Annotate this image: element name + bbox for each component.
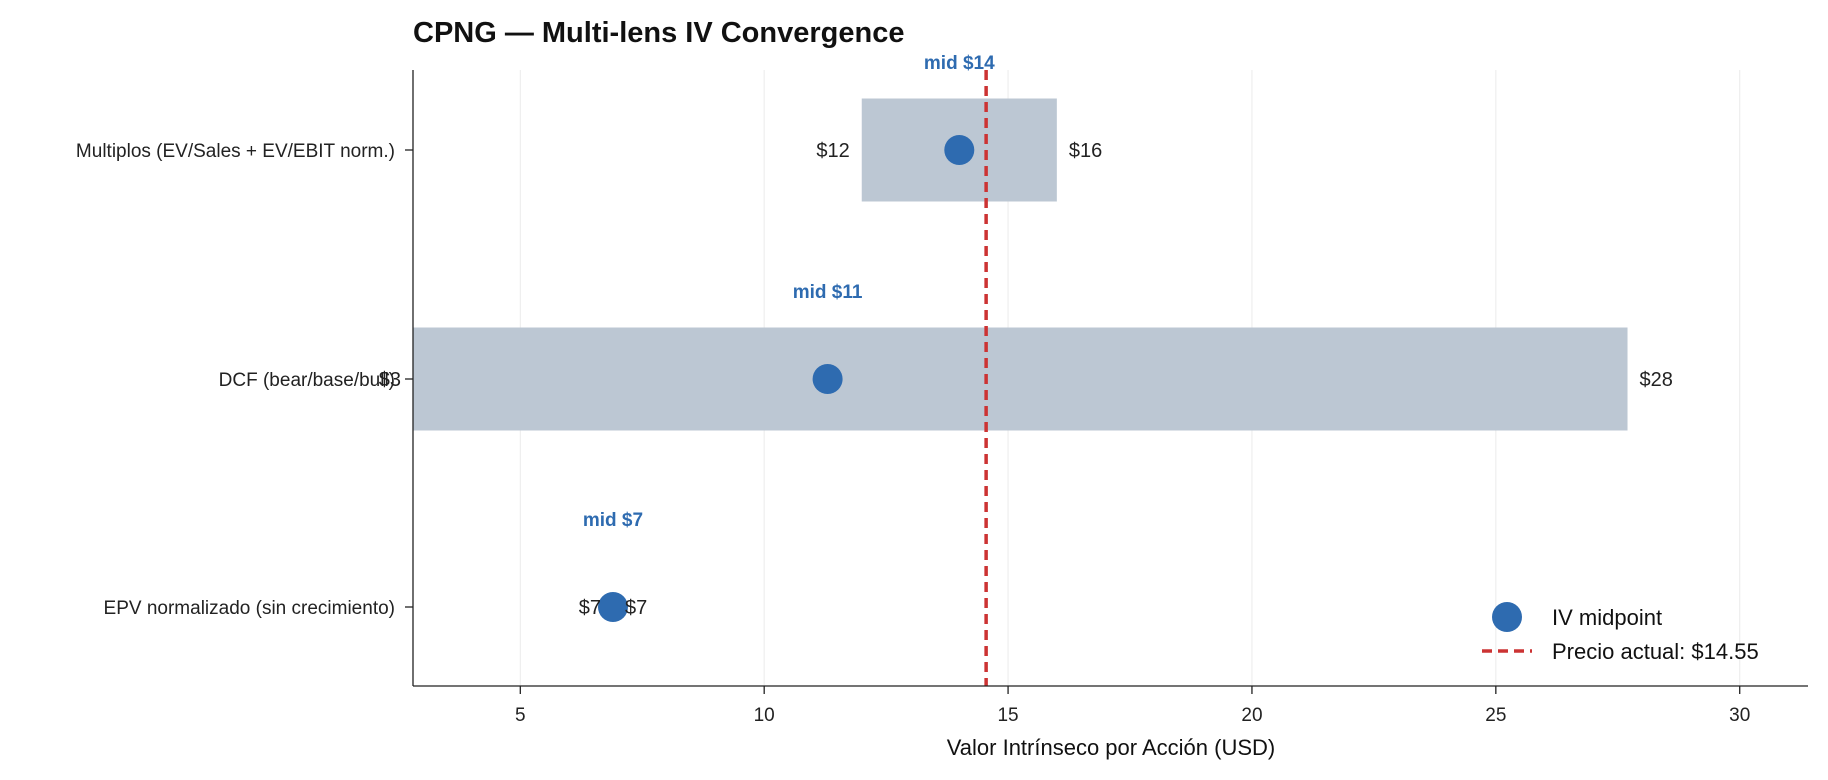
- range-high-label: $28: [1640, 369, 1673, 391]
- legend-midpoint-label: IV midpoint: [1552, 605, 1662, 630]
- midpoint-label: mid $11: [793, 282, 863, 303]
- range-high-label: $16: [1069, 140, 1102, 162]
- range-bands: [413, 98, 1628, 431]
- midpoint-dot: [944, 135, 975, 165]
- category-label: EPV normalizado (sin crecimiento): [104, 598, 395, 619]
- midpoint-label: mid $7: [583, 510, 643, 531]
- x-tick-label: 10: [754, 705, 775, 726]
- legend: IV midpoint Precio actual: $14.55: [1482, 602, 1759, 664]
- x-tick-label: 5: [515, 705, 526, 726]
- category-label: Multiplos (EV/Sales + EV/EBIT norm.): [76, 141, 395, 162]
- range-low-label: $12: [816, 140, 849, 162]
- axes: 5 10 15 20 25 30: [405, 70, 1808, 726]
- value-labels: $12 $16 mid $14 Multiplos (EV/Sales + EV/EB…: [76, 53, 1673, 619]
- x-tick-label: 15: [997, 705, 1018, 726]
- range-band: [413, 327, 1628, 431]
- x-tick-label: 25: [1485, 705, 1506, 726]
- legend-price-label: Precio actual: $14.55: [1552, 639, 1759, 664]
- x-tick-label: 30: [1729, 705, 1750, 726]
- range-high-label: $7: [625, 597, 647, 619]
- chart-title: CPNG — Multi-lens IV Convergence: [413, 17, 904, 49]
- range-low-label: $7: [579, 597, 601, 619]
- range-low-label: $3: [379, 369, 401, 391]
- x-axis-title: Valor Intrínseco por Acción (USD): [947, 735, 1276, 760]
- midpoint-dot: [597, 592, 628, 622]
- legend-midpoint-marker: [1492, 602, 1522, 632]
- category-label: DCF (bear/base/bull): [219, 370, 395, 391]
- midpoint-label: mid $14: [924, 53, 995, 74]
- x-tick-label: 20: [1241, 705, 1262, 726]
- midpoints: [597, 135, 975, 622]
- midpoint-dot: [812, 364, 843, 394]
